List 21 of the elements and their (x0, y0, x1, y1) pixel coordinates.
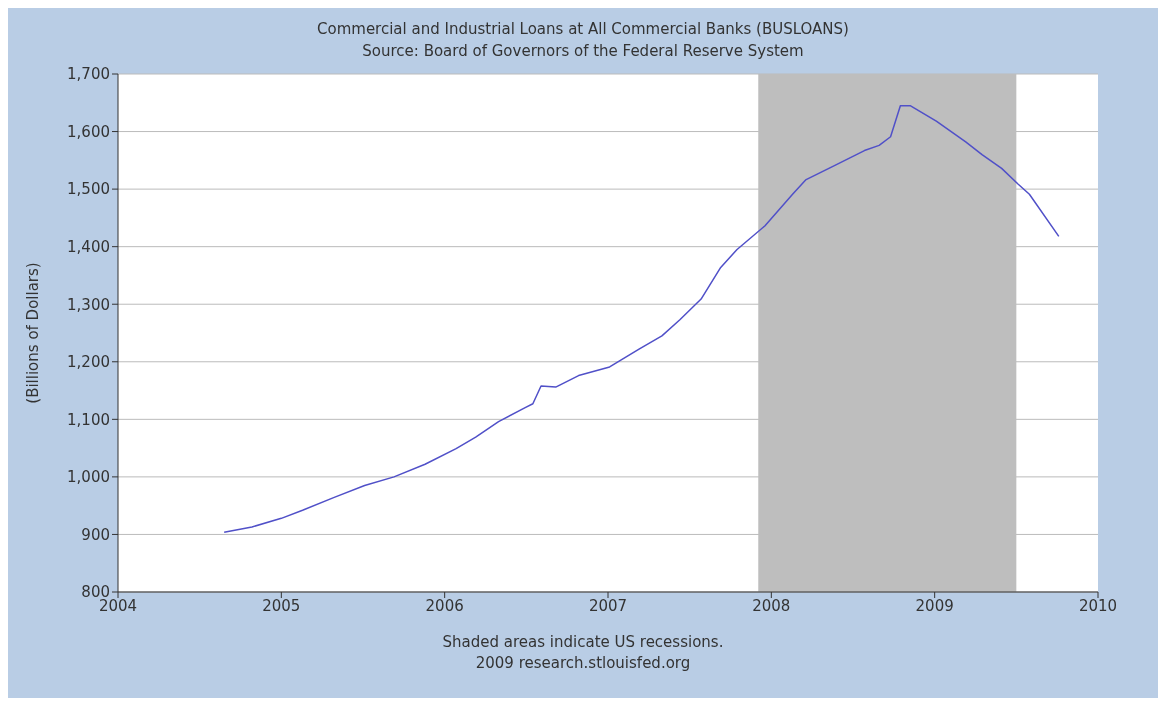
y-tick-label: 1,000 (67, 468, 110, 487)
chart-subtitle: Source: Board of Governors of the Federal Reserve System (361, 41, 805, 62)
x-tick-label: 2009 (915, 596, 954, 615)
y-tick-label: 1,400 (67, 237, 110, 256)
x-tick-label: 2005 (262, 596, 301, 615)
text: Shaded areas indicate US recessions. (441, 632, 725, 653)
y-tick-label: 1,700 (67, 65, 110, 84)
text: 2009 research.stlouisfed.org (474, 653, 692, 674)
y-tick-label: 1,300 (67, 295, 110, 314)
x-tick-label: 2006 (425, 596, 464, 615)
x-tick-label: 2007 (588, 596, 628, 615)
y-tick-label: 900 (81, 525, 110, 544)
y-tick-label: 1,600 (67, 122, 110, 141)
y-axis-title: (Billions of Dollars) (24, 262, 43, 404)
y-tick-label: 1,100 (67, 410, 110, 429)
x-tick-label: 2010 (1078, 596, 1118, 615)
chart-title: Commercial and Industrial Loans at All Commercial Banks (BUSLOANS) (316, 19, 850, 40)
y-tick-label: 1,500 (67, 180, 110, 199)
line-series (223, 104, 1060, 533)
x-tick-label: 2008 (752, 596, 791, 615)
y-tick-label: 1,200 (67, 353, 110, 372)
